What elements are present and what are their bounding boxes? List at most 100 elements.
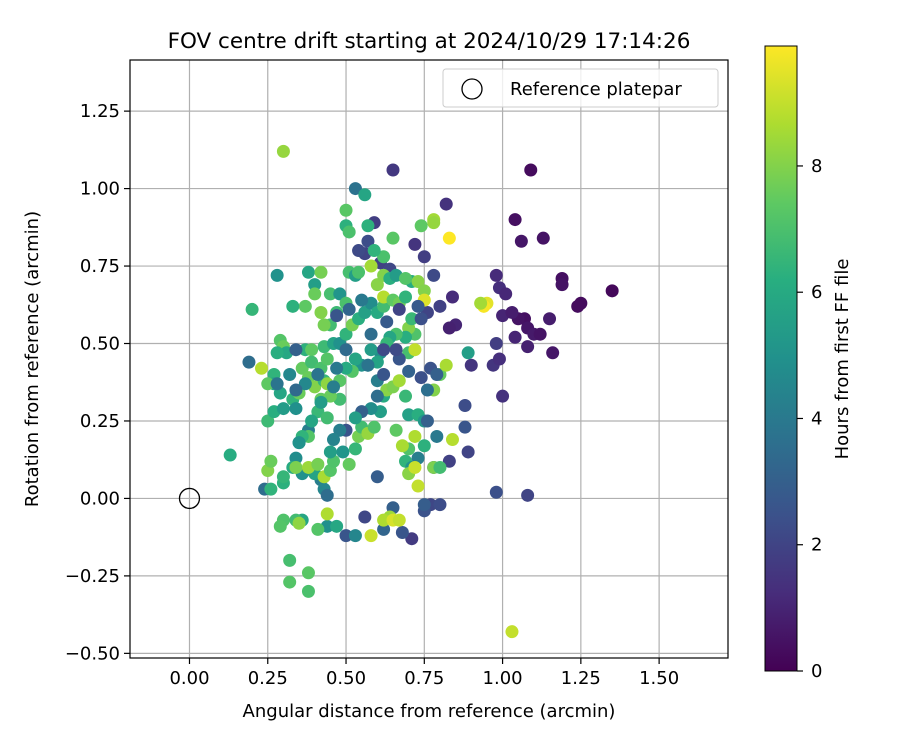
data-point [377,250,391,264]
data-point [514,234,528,248]
x-tick-label: 1.50 [639,668,679,689]
data-point [386,163,400,177]
data-point [508,330,522,344]
data-point [264,454,278,468]
x-tick-label: 1.00 [483,668,523,689]
data-point [389,423,403,437]
data-point [261,414,275,428]
data-point [605,284,619,298]
data-point [292,516,306,530]
data-point [458,398,472,412]
data-point [386,231,400,245]
data-point [323,287,337,301]
data-point [433,460,447,474]
data-point [361,234,375,248]
data-point [392,374,406,388]
data-point [301,265,315,279]
data-point [417,250,431,264]
data-point [442,231,456,245]
data-point [536,231,550,245]
data-point [489,485,503,499]
data-point [320,488,334,502]
data-point [405,532,419,546]
plot-frame [129,59,729,659]
data-point [399,389,413,403]
grid-lines [130,60,728,658]
data-point [414,371,428,385]
y-tick-label: 1.25 [80,101,120,122]
data-point [342,457,356,471]
data-point [308,287,322,301]
data-point [392,513,406,527]
data-point [339,203,353,217]
data-point [571,299,585,313]
y-tick-label: 0.00 [80,488,120,509]
data-point [367,244,381,258]
data-point [458,420,472,434]
data-point [442,454,456,468]
reference-point [178,487,201,510]
data-point [327,433,341,447]
data-point [364,259,378,273]
data-point [377,513,391,527]
colorbar: 0 2 4 6 8 Hours from first FF file [764,45,853,682]
data-point [461,445,475,459]
data-point [411,299,425,313]
data-point [489,337,503,351]
data-point [261,377,275,391]
data-point [408,343,422,357]
data-point [286,299,300,313]
data-point [521,340,535,354]
data-point [276,144,290,158]
data-point [348,529,362,543]
data-point [289,383,303,397]
data-point [505,306,519,320]
legend-entry-label: Reference platepar [510,79,682,100]
data-point [411,275,425,289]
colorbar-label: Hours from first FF file [832,259,853,460]
data-point [474,296,488,310]
data-point [348,411,362,425]
data-point [242,355,256,369]
data-point [273,519,287,533]
data-point [430,367,444,381]
data-point [395,439,409,453]
reference-marker-icon [178,487,201,510]
data-point [314,265,328,279]
data-point [283,367,297,381]
data-point [223,448,237,462]
data-point [377,522,391,536]
colorbar-tick-label: 2 [811,535,822,556]
data-point [402,408,416,422]
data-point [533,327,547,341]
x-tick-label: 0.00 [169,668,209,689]
data-point [298,377,312,391]
data-point [295,361,309,375]
y-tick-label: −0.50 [65,643,120,664]
data-point [499,287,513,301]
data-point [417,498,431,512]
data-point [333,287,347,301]
data-point [314,306,328,320]
data-point [339,343,353,357]
data-point [377,367,391,381]
colorbar-tick-label: 6 [811,282,822,303]
data-point [311,367,325,381]
data-point [342,225,356,239]
data-point [370,470,384,484]
data-point [414,312,428,326]
data-point [405,312,419,326]
data-point [399,290,413,304]
data-point [496,389,510,403]
data-point [395,526,409,540]
data-point [445,290,459,304]
x-tick-label: 0.25 [248,668,288,689]
x-axis-label: Angular distance from reference (arcmin) [243,701,616,722]
data-point [289,402,303,416]
data-point [546,346,560,360]
data-point [348,182,362,196]
data-point [521,488,535,502]
data-point [305,414,319,428]
y-tick-label: −0.25 [65,566,120,587]
data-point [301,584,315,598]
